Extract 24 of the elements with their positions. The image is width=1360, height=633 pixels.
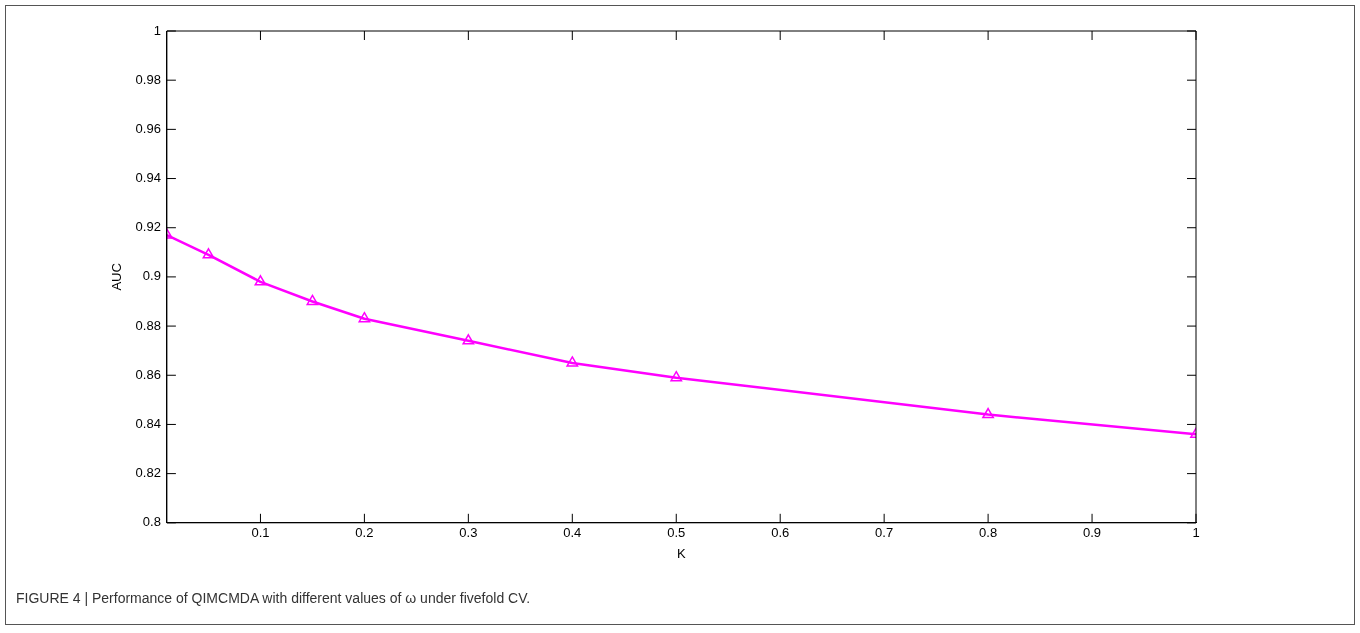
x-tick-label: 0.1 [251,525,270,541]
x-tick-label: 0.8 [979,525,998,541]
x-tick-label: 0.4 [563,525,582,541]
x-tick-label: 1 [1192,525,1200,541]
x-tick-label: 0.5 [667,525,686,541]
y-tick-label: 0.9 [142,268,161,284]
x-tick-label: 0.9 [1083,525,1102,541]
x-tick-label: 0.3 [459,525,478,541]
y-tick-label: 0.84 [135,416,161,432]
x-axis-title: K [677,545,687,561]
y-tick-label: 0.88 [135,317,161,333]
y-tick-label: 0.96 [135,120,161,136]
x-tick-label: 0.6 [771,525,790,541]
y-tick-label: 1 [153,22,161,38]
y-tick-label: 0.82 [135,465,161,481]
y-axis-title: AUC [109,263,125,291]
y-tick-label: 0.94 [135,170,161,186]
y-tick-label: 0.86 [135,366,161,382]
x-tick-label: 0.7 [875,525,894,541]
y-tick-label: 0.8 [142,514,161,530]
y-tick-label: 0.98 [135,71,161,87]
caption: FIGURE 4 | Performance of QIMCMDA with different values of ω under fivefold CV. [16,590,531,606]
y-tick-label: 0.92 [135,219,161,235]
x-tick-label: 0.2 [355,525,374,541]
